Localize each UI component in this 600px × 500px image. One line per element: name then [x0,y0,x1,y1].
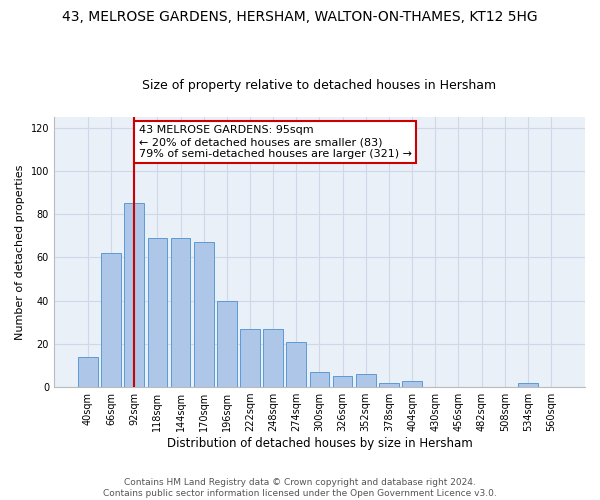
Title: Size of property relative to detached houses in Hersham: Size of property relative to detached ho… [142,79,497,92]
Bar [286,342,306,387]
X-axis label: Distribution of detached houses by size in Hersham: Distribution of detached houses by size … [167,437,472,450]
Bar [217,300,236,387]
Bar [240,328,260,387]
Y-axis label: Number of detached properties: Number of detached properties [15,164,25,340]
Bar [124,204,144,387]
Bar [379,383,399,387]
Bar [194,242,214,387]
Bar [263,328,283,387]
Bar [170,238,190,387]
Text: 43 MELROSE GARDENS: 95sqm
← 20% of detached houses are smaller (83)
79% of semi-: 43 MELROSE GARDENS: 95sqm ← 20% of detac… [139,126,412,158]
Bar [356,374,376,387]
Bar [402,380,422,387]
Bar [310,372,329,387]
Bar [101,253,121,387]
Bar [78,357,98,387]
Bar [518,383,538,387]
Text: Contains HM Land Registry data © Crown copyright and database right 2024.
Contai: Contains HM Land Registry data © Crown c… [103,478,497,498]
Bar [148,238,167,387]
Text: 43, MELROSE GARDENS, HERSHAM, WALTON-ON-THAMES, KT12 5HG: 43, MELROSE GARDENS, HERSHAM, WALTON-ON-… [62,10,538,24]
Bar [333,376,352,387]
